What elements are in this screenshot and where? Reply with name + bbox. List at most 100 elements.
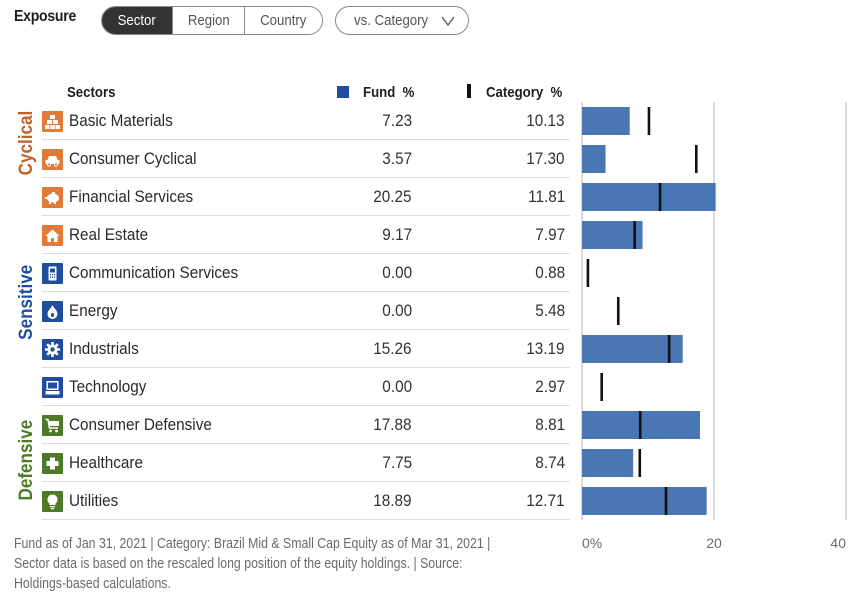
- sector-name: Healthcare: [69, 453, 143, 472]
- group-label-defensive: Defensive: [16, 415, 38, 505]
- table-row: Communication Services 0.00 0.88: [42, 254, 570, 292]
- fund-bar: [582, 487, 707, 515]
- category-tick: [664, 487, 668, 515]
- group-defensive-text: Defensive: [16, 419, 37, 501]
- category-tick: [586, 259, 590, 287]
- fund-bar: [582, 107, 630, 135]
- fund-value: 9.17: [382, 225, 412, 244]
- fund-column-header: Fund %: [337, 83, 421, 103]
- medical-cross-icon: [42, 453, 63, 474]
- table-row: Consumer Defensive 17.88 8.81: [42, 406, 570, 444]
- comparison-dropdown-label: vs. Category: [353, 12, 429, 29]
- category-tick: [638, 411, 642, 439]
- category-value: 11.81: [527, 187, 565, 206]
- tab-region-label: Region: [187, 12, 230, 29]
- sector-name: Industrials: [69, 339, 139, 358]
- category-value: 5.48: [535, 301, 565, 320]
- category-value: 2.97: [535, 377, 565, 396]
- gear-icon: [42, 339, 63, 360]
- group-sensitive-text: Sensitive: [16, 264, 37, 340]
- category-tick: [647, 107, 651, 135]
- sectors-column-header: Sectors: [67, 83, 122, 103]
- fund-value: 0.00: [382, 377, 412, 396]
- table-row: Energy 0.00 5.48: [42, 292, 570, 330]
- sectors-header-label: Sectors: [67, 84, 116, 101]
- table-row: Basic Materials 7.23 10.13: [42, 102, 570, 140]
- fund-value: 0.00: [382, 301, 412, 320]
- category-header-label: Category %: [486, 84, 563, 101]
- tab-region[interactable]: Region: [172, 7, 244, 34]
- category-value: 0.88: [535, 263, 565, 282]
- category-tick: [638, 449, 642, 477]
- fund-value: 0.00: [382, 263, 412, 282]
- category-tick: [600, 373, 604, 401]
- category-value: 7.97: [535, 225, 565, 244]
- comparison-dropdown[interactable]: vs. Category: [335, 6, 469, 35]
- sector-name: Consumer Defensive: [69, 415, 212, 434]
- footnote-line: Holdings-based calculations.: [14, 576, 171, 592]
- category-column-header: Category %: [467, 83, 573, 103]
- fund-bar: [582, 449, 634, 477]
- group-cyclical-text: Cyclical: [16, 110, 37, 176]
- piggy-bank-icon: [42, 187, 63, 208]
- sector-name: Utilities: [69, 491, 119, 510]
- computer-icon: [42, 377, 63, 398]
- chevron-down-icon: [441, 16, 455, 26]
- sector-name: Real Estate: [69, 225, 149, 244]
- category-value: 13.19: [526, 339, 565, 358]
- sector-name: Technology: [69, 377, 147, 396]
- table-row: Utilities 18.89 12.71: [42, 482, 570, 520]
- sector-bar-chart: 0% 20 40: [581, 102, 847, 551]
- x-tick-label: 20: [706, 535, 722, 551]
- lightbulb-icon: [42, 491, 63, 512]
- fund-header-label: Fund %: [363, 84, 415, 101]
- page-title: Exposure: [14, 8, 77, 25]
- fund-bar: [582, 335, 683, 363]
- table-row: Real Estate 9.17 7.97: [42, 216, 570, 254]
- sector-name: Energy: [69, 301, 118, 320]
- tab-country-label: Country: [260, 12, 307, 29]
- tab-country[interactable]: Country: [244, 7, 322, 34]
- table-row: Financial Services 20.25 11.81: [42, 178, 570, 216]
- fund-bar: [582, 183, 716, 211]
- cart-icon: [42, 415, 63, 436]
- fund-value: 18.89: [373, 491, 412, 510]
- category-tick: [658, 183, 662, 211]
- gold-bars-icon: [42, 111, 63, 132]
- sector-name: Consumer Cyclical: [69, 149, 197, 168]
- footnote-line: Fund as of Jan 31, 2021 | Category: Braz…: [14, 536, 491, 552]
- category-tick: [667, 335, 671, 363]
- category-value: 10.13: [526, 111, 565, 130]
- category-tick: [633, 221, 637, 249]
- table-row: Technology 0.00 2.97: [42, 368, 570, 406]
- car-icon: [42, 149, 63, 170]
- category-tick: [616, 297, 620, 325]
- category-value: 8.81: [535, 415, 565, 434]
- category-value: 8.74: [535, 453, 565, 472]
- fund-value: 7.75: [382, 453, 412, 472]
- fund-bar: [582, 145, 606, 173]
- tab-sector[interactable]: Sector: [102, 7, 172, 34]
- x-tick-label: 0%: [582, 535, 602, 551]
- category-tick: [694, 145, 698, 173]
- category-value: 12.71: [526, 491, 565, 510]
- fund-value: 7.23: [382, 111, 412, 130]
- fund-value: 15.26: [373, 339, 412, 358]
- category-value: 17.30: [526, 149, 565, 168]
- group-label-cyclical: Cyclical: [16, 105, 38, 181]
- table-row: Consumer Cyclical 3.57 17.30: [42, 140, 570, 178]
- view-tabs: Sector Region Country: [101, 6, 323, 35]
- table-row: Healthcare 7.75 8.74: [42, 444, 570, 482]
- flame-icon: [42, 301, 63, 322]
- sector-name: Financial Services: [69, 187, 194, 206]
- sector-name: Communication Services: [69, 263, 239, 282]
- fund-bar: [582, 221, 643, 249]
- table-row: Industrials 15.26 13.19: [42, 330, 570, 368]
- fund-value: 3.57: [382, 149, 412, 168]
- group-label-sensitive: Sensitive: [16, 257, 38, 347]
- house-icon: [42, 225, 63, 246]
- fund-legend-swatch: [337, 86, 349, 98]
- fund-value: 17.88: [373, 415, 412, 434]
- x-tick-label: 40: [830, 535, 846, 551]
- tab-sector-label: Sector: [117, 12, 157, 29]
